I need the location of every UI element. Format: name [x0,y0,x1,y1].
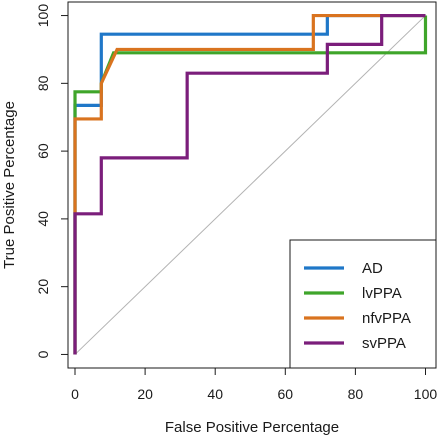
x-tick-label: 60 [278,386,294,402]
y-tick-label: 60 [35,143,51,159]
x-axis-label: False Positive Percentage [165,419,339,436]
x-tick-label: 0 [71,386,79,402]
series-line-nfvppa [73,13,426,355]
x-tick-label: 40 [207,386,223,402]
y-tick-label: 0 [35,350,51,358]
y-tick-label: 40 [35,211,51,227]
legend-box [289,239,437,369]
y-axis-label: True Positive Percentage [1,101,18,269]
x-tick-label: 100 [414,386,438,402]
legend-label-svppa: svPPA [362,335,406,352]
y-tick-label: 100 [35,4,51,28]
plot-frame [67,1,437,369]
legend-label-lvppa: lvPPA [362,285,402,302]
legend-label-ad: AD [362,260,383,277]
x-tick-label: 20 [137,386,153,402]
y-tick-label: 80 [35,75,51,91]
reference-diagonal-line [74,15,426,355]
y-tick-label: 20 [35,279,51,295]
legend: AD lvPPA nfvPPA svPPA [289,239,437,369]
plot-area [73,13,428,355]
series-line-svppa [73,13,426,355]
axes: 0 20 40 60 80 100 0 20 40 60 80 100 [35,1,438,402]
legend-label-nfvppa: nfvPPA [362,310,411,327]
x-tick-label: 80 [348,386,364,402]
